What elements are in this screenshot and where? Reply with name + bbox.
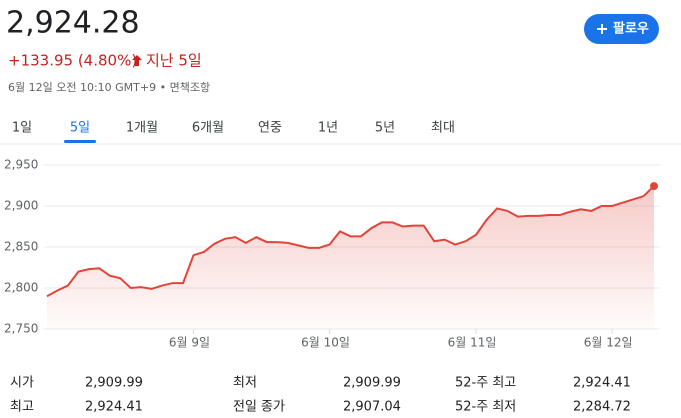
stat-label: 전일 종가 bbox=[233, 400, 285, 415]
tab[interactable]: 6개월 bbox=[192, 121, 224, 136]
stat-value: 2,924.41 bbox=[85, 400, 143, 415]
stat-value: 2,909.99 bbox=[343, 376, 401, 391]
tab[interactable]: 최대 bbox=[431, 121, 455, 136]
follow-button[interactable] bbox=[584, 14, 659, 44]
price: 2,924.28 bbox=[6, 6, 140, 41]
price-line bbox=[46, 185, 655, 298]
y-tick-label: 2,900 bbox=[4, 199, 38, 213]
follow-label[interactable]: 팔로우 bbox=[613, 22, 649, 37]
tab[interactable]: 1년 bbox=[318, 121, 338, 136]
timestamp: 6월 12일 오전 10:10 GMT+9 • 면책조항 bbox=[8, 80, 210, 94]
stat-label: 시가 bbox=[10, 376, 34, 391]
last-point bbox=[650, 182, 658, 191]
stat-value: 2,907.04 bbox=[343, 400, 401, 415]
x-tick-label: 6월 12일 bbox=[584, 336, 633, 350]
stat-value: 2,924.41 bbox=[573, 376, 631, 391]
area-fill bbox=[47, 186, 654, 329]
stat-label: 52-주 최고 bbox=[455, 376, 516, 391]
tab[interactable]: 5일 bbox=[70, 121, 90, 136]
plus-icon bbox=[597, 24, 607, 34]
y-tick-label: 2,850 bbox=[4, 240, 38, 254]
x-tick-label: 6월 11일 bbox=[448, 336, 497, 350]
stat-label: 최고 bbox=[10, 400, 34, 415]
y-tick-label: 2,800 bbox=[4, 281, 38, 295]
stat-label: 52-주 최저 bbox=[455, 400, 516, 415]
x-tick-label: 6월 10일 bbox=[301, 336, 350, 350]
y-tick-label: 2,750 bbox=[4, 322, 38, 336]
stat-value: 2,284.72 bbox=[573, 400, 631, 415]
y-tick-label: 2,950 bbox=[4, 158, 38, 172]
tab[interactable]: 5년 bbox=[375, 121, 395, 136]
tab[interactable]: 1개월 bbox=[126, 121, 158, 136]
change: +133.95 (4.80%) bbox=[8, 52, 137, 70]
up-arrow bbox=[132, 55, 142, 66]
tab-underline bbox=[64, 140, 96, 143]
period: 지난 5일 bbox=[146, 52, 202, 70]
tab[interactable]: 1일 bbox=[12, 121, 32, 136]
tab[interactable]: 연중 bbox=[258, 121, 282, 136]
stat-label: 최저 bbox=[233, 376, 257, 391]
x-tick-label: 6월 9일 bbox=[169, 336, 210, 350]
stat-value: 2,909.99 bbox=[85, 376, 143, 391]
